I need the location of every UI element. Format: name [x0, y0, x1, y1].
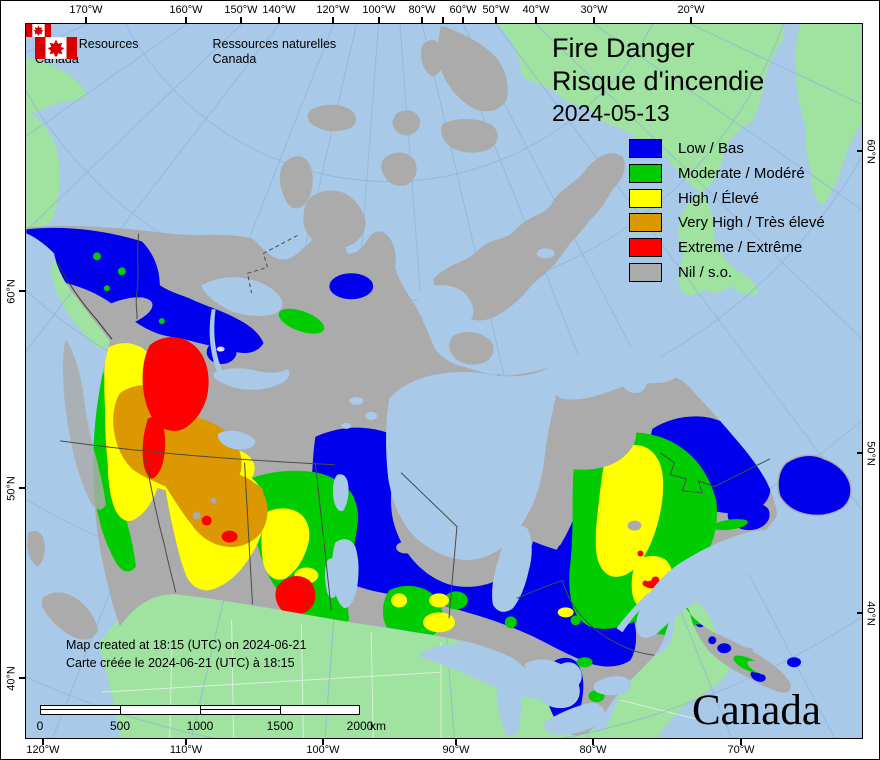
- axis-label: 120°W: [26, 744, 60, 756]
- title-date: 2024-05-13: [552, 100, 670, 126]
- scale-label-500: 500: [109, 719, 131, 733]
- axis-label: 120°W: [316, 4, 350, 16]
- axis-label: 170°W: [69, 4, 103, 16]
- title-en: Fire Danger: [552, 33, 695, 63]
- canada-wordmark: Canada: [692, 687, 821, 734]
- scale-label-1000: 1000: [186, 719, 214, 733]
- legend-swatch-high: [629, 188, 662, 208]
- creation-note: Map created at 18:15 (UTC) on 2024-06-21…: [66, 636, 306, 672]
- axis-label: 40°W: [522, 4, 550, 16]
- scale-bar: 0 500 1000 1500 2000 km: [37, 703, 386, 737]
- scale-label-1500: 1500: [266, 719, 294, 733]
- axis-label: 40°N: [5, 666, 18, 691]
- axis-label: 90°W: [442, 744, 470, 756]
- axis-label: 60°N: [864, 139, 877, 164]
- legend-item-moderate: Moderate / Modéré: [629, 163, 805, 183]
- legend-swatch-nil: [629, 262, 662, 282]
- scale-label-0: 0: [36, 719, 44, 733]
- axis-label: 80°W: [408, 4, 436, 16]
- legend-swatch-very-high: [629, 212, 662, 232]
- axis-label: 150°W: [224, 4, 258, 16]
- axis-label: 60°W: [449, 4, 477, 16]
- legend-swatch-moderate: [629, 163, 662, 183]
- title-fr: Risque d'incendie: [552, 66, 765, 96]
- legend-swatch-extreme: [629, 237, 662, 257]
- axis-label: 50°N: [864, 441, 877, 466]
- scale-label-2000: 2000: [346, 719, 374, 733]
- axis-label: 140°W: [262, 4, 296, 16]
- axis-label: 160°W: [169, 4, 203, 16]
- creation-note-en: Map created at 18:15 (UTC) on 2024-06-21: [66, 638, 307, 652]
- axis-label: 80°W: [579, 744, 607, 756]
- government-logo: Natural Resources Canada Ressources natur…: [35, 37, 336, 67]
- logo-text-fr: Ressources naturelles Canada: [212, 37, 337, 66]
- axis-label: 110°W: [169, 744, 203, 756]
- islands: [27, 339, 852, 668]
- legend-item-extreme: Extreme / Extrême: [629, 237, 802, 257]
- legend-item-low: Low / Bas: [629, 138, 744, 158]
- axis-label: 100°W: [362, 4, 396, 16]
- axis-label: 30°W: [580, 4, 608, 16]
- arctic-islands: [279, 25, 625, 388]
- creation-note-fr: Carte créée le 2024-06-21 (UTC) à 18:15: [66, 656, 295, 670]
- wordmark-flag-icon: [26, 24, 51, 37]
- map-title: Fire Danger Risque d'incendie 2024-05-13: [552, 32, 764, 128]
- axis-label: 40°N: [864, 601, 877, 626]
- legend-swatch-low: [629, 138, 662, 158]
- legend-item-nil: Nil / s.o.: [629, 262, 732, 282]
- axis-label: 50°W: [482, 4, 510, 16]
- axis-label: 100°W: [306, 744, 340, 756]
- legend-item-very-high: Very High / Très élevé: [629, 212, 825, 232]
- us-state-borders: [101, 620, 701, 738]
- axis-label: 60°N: [5, 279, 18, 304]
- legend-item-high: High / Élevé: [629, 188, 759, 208]
- axis-label: 70°W: [727, 744, 755, 756]
- lakes-and-bays: [201, 248, 780, 737]
- map-frame: Natural Resources Canada Ressources natur…: [25, 23, 863, 739]
- canada-fire-danger-map: [26, 24, 862, 738]
- foreign-land: [26, 24, 862, 738]
- scale-unit: km: [370, 719, 386, 733]
- canada-flag-icon: [35, 37, 77, 59]
- province-borders: [57, 233, 771, 656]
- axis-label: 20°W: [677, 4, 705, 16]
- scale-bar-graphic: [40, 705, 360, 715]
- axis-label: 50°N: [5, 476, 18, 501]
